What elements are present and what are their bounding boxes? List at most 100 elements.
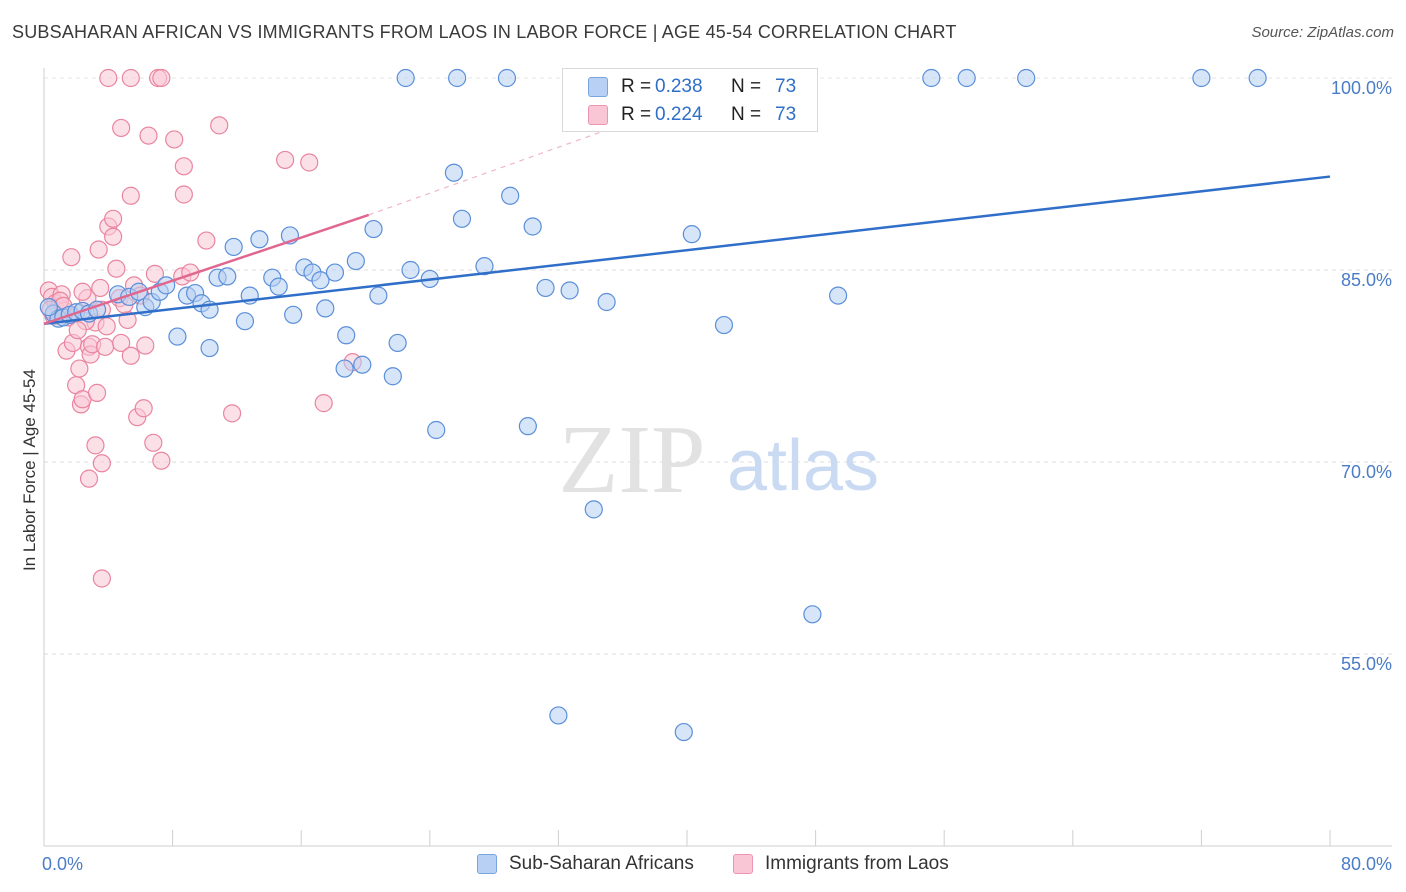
subsaharan-point (1248, 68, 1267, 88)
laos-point (86, 436, 105, 455)
subsaharan-point (235, 312, 255, 331)
laos-point (73, 282, 92, 301)
subsaharan-point (224, 237, 243, 257)
laos-point (136, 336, 155, 355)
subsaharan-point (497, 68, 517, 88)
subsaharan-point (1192, 68, 1211, 88)
series-subsaharan-points (39, 68, 1267, 742)
subsaharan-point (922, 68, 941, 88)
subsaharan-point (316, 299, 335, 318)
laos-point (134, 399, 153, 418)
laos-point (174, 185, 193, 204)
subsaharan-point (337, 326, 356, 345)
laos-point (112, 118, 131, 138)
correlation-legend: R = 0.238 N = 73 R = 0.224 N = 73 (562, 68, 818, 132)
subsaharan-point (682, 225, 701, 244)
subsaharan-point (250, 230, 269, 249)
laos-point (87, 383, 107, 402)
laos-point (91, 278, 110, 298)
laos-point (89, 240, 108, 259)
n-value: 73 (775, 76, 797, 97)
subsaharan-point (369, 286, 388, 305)
laos-point (97, 317, 116, 336)
tick-labels: 55.0% 70.0% 85.0% 100.0% 0.0% 80.0% (42, 78, 1392, 874)
r-label: R = (621, 104, 652, 125)
laos-point (70, 359, 89, 378)
legend-row-laos: R = 0.224 N = 73 (563, 101, 817, 129)
watermark-atlas: atlas (727, 426, 879, 506)
laos-point (104, 209, 123, 228)
subsaharan-point (536, 278, 555, 298)
laos-point (121, 186, 140, 205)
subsaharan-point (452, 209, 472, 228)
subsaharan-point (269, 277, 288, 296)
watermark-zip: ZIP (559, 406, 706, 514)
series-legend: Sub-Saharan Africans Immigrants from Lao… (0, 852, 1406, 878)
laos-point (92, 569, 111, 588)
axes (43, 68, 1392, 847)
subsaharan-point (444, 163, 464, 182)
subsaharan-point (714, 315, 734, 335)
subsaharan-point (501, 186, 520, 205)
legend-swatch-blue (588, 77, 608, 97)
legend-swatch-pink (733, 854, 753, 874)
trend-lines (43, 74, 1331, 326)
laos-point (107, 259, 126, 278)
laos-point (92, 454, 111, 473)
n-label: N = (731, 76, 762, 97)
r-value: 0.224 (655, 104, 703, 125)
chart-title: SUBSAHARAN AFRICAN VS IMMIGRANTS FROM LA… (12, 22, 957, 42)
source-label: Source: ZipAtlas.com (1251, 24, 1394, 41)
grid-lines (44, 77, 1392, 655)
subsaharan-point (200, 338, 219, 358)
subsaharan-point (353, 355, 372, 374)
legend-label: Sub-Saharan Africans (509, 853, 694, 874)
subsaharan-point (803, 605, 822, 624)
y-tick-label: 100.0% (1331, 78, 1392, 98)
subsaharan-point (1017, 68, 1036, 88)
laos-point (152, 68, 171, 88)
x-tick-label: 80.0% (1341, 854, 1392, 874)
subsaharan-point (401, 260, 420, 280)
subsaharan-point (518, 417, 537, 436)
laos-point (174, 157, 193, 176)
subsaharan-point (39, 298, 58, 317)
legend-swatch-pink (588, 105, 608, 125)
y-tick-label: 55.0% (1341, 654, 1392, 674)
laos-point (197, 231, 216, 250)
laos-point (145, 264, 165, 283)
r-value: 0.238 (655, 76, 703, 97)
laos-point (222, 404, 242, 423)
subsaharan-point (284, 305, 303, 324)
subsaharan-point (584, 500, 603, 519)
subsaharan-point (364, 219, 383, 239)
laos-point (121, 68, 140, 88)
trend-line-subsaharan (43, 175, 1331, 326)
legend-row-subsaharan: R = 0.238 N = 73 (563, 73, 817, 101)
subsaharan-point (475, 257, 494, 276)
subsaharan-point (383, 367, 402, 386)
laos-point (152, 451, 171, 470)
series-laos-points (39, 68, 362, 588)
legend-swatch-blue (477, 854, 497, 874)
subsaharan-point (829, 286, 848, 305)
subsaharan-point (346, 251, 365, 271)
laos-point (99, 68, 118, 88)
laos-point (165, 130, 184, 149)
y-axis-label: In Labor Force | Age 45-54 (20, 369, 39, 571)
subsaharan-point (448, 68, 467, 88)
n-value: 73 (775, 104, 797, 125)
laos-point (121, 346, 140, 365)
subsaharan-point (957, 68, 976, 88)
subsaharan-point (560, 281, 579, 300)
laos-point (314, 394, 333, 413)
laos-point (68, 321, 87, 340)
subsaharan-point (597, 292, 616, 312)
laos-point (95, 337, 115, 356)
legend-label: Immigrants from Laos (765, 853, 949, 874)
subsaharan-point (549, 706, 568, 725)
subsaharan-point (388, 333, 407, 353)
r-label: R = (621, 76, 652, 97)
laos-point (112, 333, 131, 353)
